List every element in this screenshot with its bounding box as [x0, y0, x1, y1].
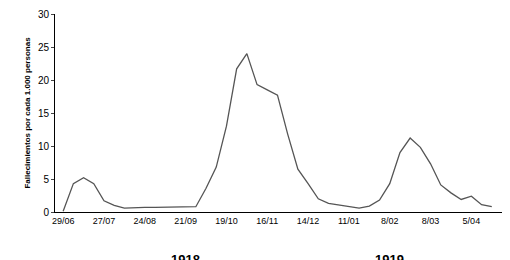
svg-text:16/11: 16/11: [256, 216, 278, 226]
svg-text:24/08: 24/08: [134, 216, 157, 226]
svg-text:1919: 1919: [375, 252, 404, 260]
svg-text:25: 25: [38, 42, 50, 53]
svg-text:15: 15: [38, 108, 50, 119]
svg-text:11/01: 11/01: [338, 216, 360, 226]
svg-text:1918: 1918: [171, 252, 200, 260]
svg-text:Fallecimientos por cada 1.000: Fallecimientos por cada 1.000 personas: [23, 37, 32, 189]
svg-text:20: 20: [38, 75, 50, 86]
svg-text:8/02: 8/02: [381, 216, 399, 226]
svg-text:29/06: 29/06: [52, 216, 75, 226]
svg-text:19/10: 19/10: [215, 216, 238, 226]
svg-text:8/03: 8/03: [422, 216, 440, 226]
svg-text:10: 10: [38, 141, 50, 152]
svg-text:0: 0: [43, 207, 49, 218]
svg-text:21/09: 21/09: [174, 216, 197, 226]
svg-text:14/12: 14/12: [297, 216, 320, 226]
svg-text:27/07: 27/07: [93, 216, 116, 226]
svg-text:5: 5: [43, 174, 49, 185]
svg-text:30: 30: [38, 9, 50, 20]
svg-text:5/04: 5/04: [463, 216, 481, 226]
